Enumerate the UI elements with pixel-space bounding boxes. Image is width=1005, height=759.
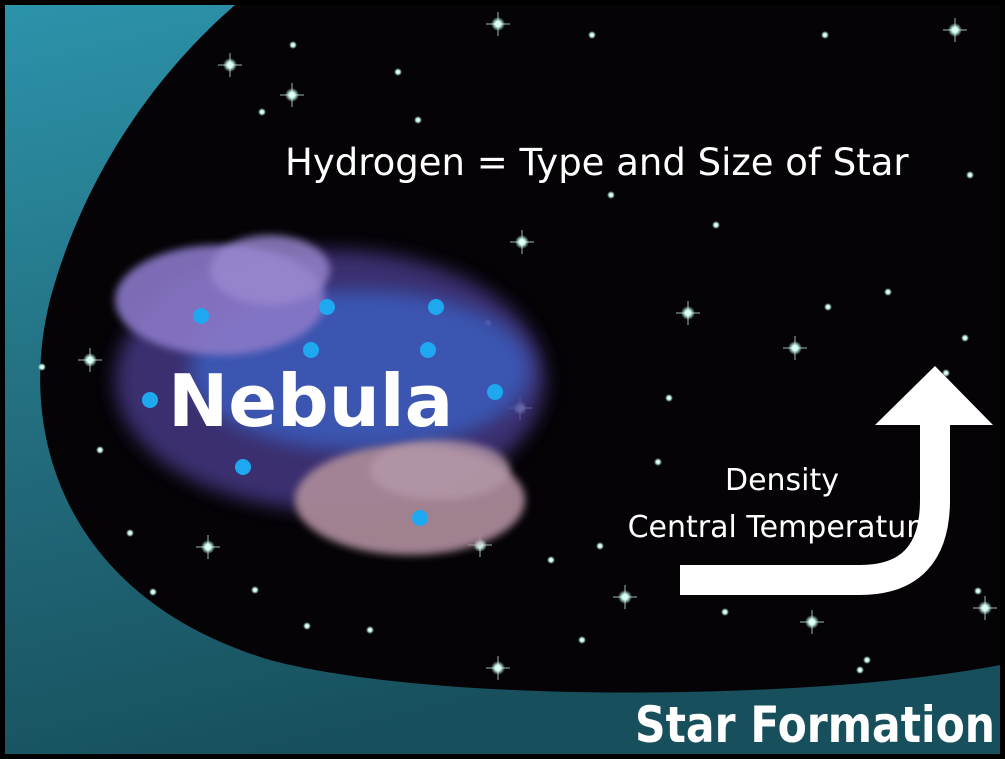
- subtitle: Hydrogen = Type and Size of Star: [285, 141, 909, 184]
- star: [856, 666, 864, 674]
- star: [96, 446, 104, 454]
- star: [966, 171, 974, 179]
- star: [974, 587, 982, 595]
- star: [721, 608, 729, 616]
- arrow-label: Central Temperature: [628, 510, 937, 545]
- star: [366, 626, 374, 634]
- star: [394, 68, 402, 76]
- star: [289, 41, 297, 49]
- star: [578, 636, 586, 644]
- star: [38, 363, 46, 371]
- star: [821, 31, 829, 39]
- star: [547, 556, 555, 564]
- star: [712, 221, 720, 229]
- star: [884, 288, 892, 296]
- star: [251, 586, 259, 594]
- star: [665, 394, 673, 402]
- star: [596, 542, 604, 550]
- star: [654, 458, 662, 466]
- star: [126, 529, 134, 537]
- star: [588, 31, 596, 39]
- star: [303, 622, 311, 630]
- star: [824, 303, 832, 311]
- star: [149, 588, 157, 596]
- star: [961, 334, 969, 342]
- arrow-label: Density: [725, 463, 839, 498]
- nebula-label: Nebula: [168, 359, 453, 443]
- slide-title: Star Formation: [635, 696, 995, 754]
- star: [607, 191, 615, 199]
- star: [863, 656, 871, 664]
- slide: Nebula Hydrogen = Type and Size of Star …: [0, 0, 1005, 759]
- star: [258, 108, 266, 116]
- star: [414, 116, 422, 124]
